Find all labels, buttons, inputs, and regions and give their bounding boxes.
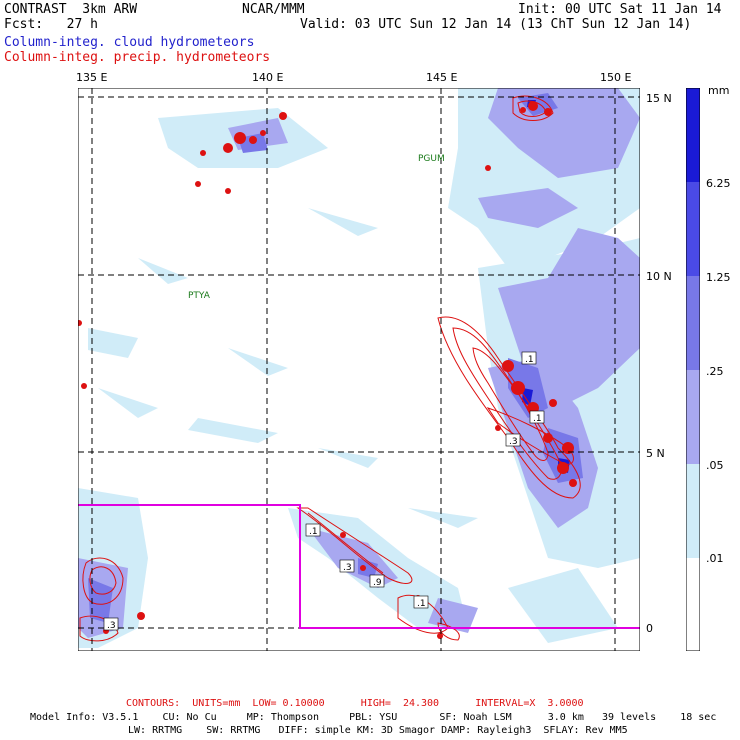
contour-label: .3 [107,621,116,631]
lon-label-150: 150 E [600,71,632,84]
field-precip-label: Column-integ. precip. hydrometeors [4,50,271,65]
model-info-line1: Model Info: V3.5.1 CU: No Cu MP: Thompso… [30,712,717,723]
lat-label-5n: 5 N [646,447,665,460]
contour-info: CONTOURS: UNITS=mm LOW= 0.10000 HIGH= 24… [126,698,584,709]
legend-swatch [686,370,700,464]
legend-swatch [686,276,700,370]
contour-label: .1 [309,527,318,537]
legend-swatch [686,558,700,651]
contour-label: .3 [343,563,352,573]
weather-map: PGUM PTYA .1 .1 .3 .1 .3 .9 .1 .3 [78,88,640,651]
legend-swatch [686,182,700,276]
model-title: CONTRAST 3km ARW [4,2,138,17]
contour-label: .3 [509,437,518,447]
lat-label-15n: 15 N [646,92,672,105]
legend-swatch [686,88,700,182]
legend-label-0-05: .05 [706,459,724,472]
precip-cells [78,101,577,639]
legend-colorbar [686,88,700,651]
org-label: NCAR/MMM [242,2,305,17]
contour-label-group: .1 .1 .3 .1 .3 .9 .1 .3 [103,351,545,631]
lat-label-10n: 10 N [646,270,672,283]
contour-label: .1 [417,599,426,609]
lat-label-0: 0 [646,622,653,635]
lon-label-145: 145 E [426,71,458,84]
contour-label: .1 [525,355,534,365]
lon-label-135: 135 E [76,71,108,84]
model-info-line2: LW: RRTMG SW: RRTMG DIFF: simple KM: 3D … [128,725,628,736]
legend-unit: mm [708,84,730,97]
cloud-shading-dark [88,93,583,623]
lon-label-140: 140 E [252,71,284,84]
legend-label-6-25: 6.25 [706,177,731,190]
place-label-pgum: PGUM [418,154,445,164]
legend-swatch [686,464,700,558]
contour-label: .1 [533,414,542,424]
init-time: Init: 00 UTC Sat 11 Jan 14 [518,2,722,17]
contour-label: .9 [373,578,382,588]
valid-time: Valid: 03 UTC Sun 12 Jan 14 (13 ChT Sun … [300,17,692,32]
legend-label-0-25: .25 [706,365,724,378]
field-cloud-label: Column-integ. cloud hydrometeors [4,35,255,50]
place-label-ptya: PTYA [188,291,211,301]
legend-label-0-01: .01 [706,552,724,565]
legend-label-1-25: 1.25 [706,271,731,284]
domain-boundary [78,504,640,629]
forecast-hour: Fcst: 27 h [4,17,98,32]
